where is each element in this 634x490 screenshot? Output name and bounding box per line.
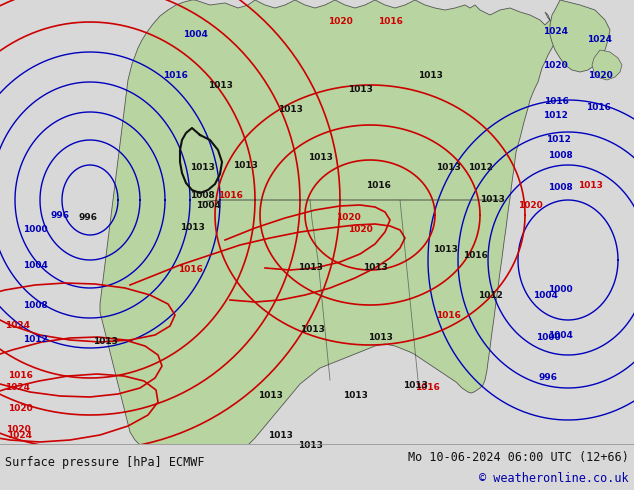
Text: 1020: 1020 — [328, 18, 353, 26]
Text: 1008: 1008 — [23, 300, 48, 310]
Text: 1016: 1016 — [378, 18, 403, 26]
Text: 1008: 1008 — [190, 191, 214, 200]
Text: 1004: 1004 — [548, 330, 573, 340]
Text: 1020: 1020 — [335, 213, 360, 222]
Text: Surface pressure [hPa] ECMWF: Surface pressure [hPa] ECMWF — [5, 456, 205, 469]
Text: 1016: 1016 — [463, 251, 488, 260]
Text: 1004: 1004 — [533, 291, 557, 299]
Text: 1013: 1013 — [93, 338, 117, 346]
Polygon shape — [592, 50, 622, 80]
Text: 1012: 1012 — [546, 136, 571, 145]
Text: 1012: 1012 — [543, 111, 567, 120]
Text: 1016: 1016 — [415, 383, 439, 392]
Text: 1013: 1013 — [297, 441, 323, 449]
Polygon shape — [100, 0, 558, 445]
Polygon shape — [550, 0, 610, 72]
Text: 1012: 1012 — [23, 336, 48, 344]
Text: 1024: 1024 — [588, 35, 612, 45]
Text: 1000: 1000 — [548, 286, 573, 294]
Text: 996: 996 — [538, 373, 557, 383]
Text: © weatheronline.co.uk: © weatheronline.co.uk — [479, 472, 629, 485]
Text: 996: 996 — [79, 214, 98, 222]
Text: 1000: 1000 — [23, 225, 48, 235]
Text: 1013: 1013 — [342, 391, 368, 399]
Text: 1024: 1024 — [8, 431, 32, 440]
Text: 1013: 1013 — [307, 153, 332, 163]
Text: 1013: 1013 — [403, 381, 427, 390]
Text: 1013: 1013 — [418, 71, 443, 79]
Text: 1013: 1013 — [257, 391, 282, 399]
Text: 1013: 1013 — [297, 264, 323, 272]
Text: 1016: 1016 — [586, 103, 611, 113]
Text: 1008: 1008 — [548, 150, 573, 160]
Text: 1013: 1013 — [347, 85, 372, 95]
Text: 1016: 1016 — [162, 71, 188, 79]
Text: 1012: 1012 — [467, 164, 493, 172]
Text: 1020: 1020 — [588, 71, 612, 79]
Text: 1016: 1016 — [8, 370, 32, 379]
Text: 1013: 1013 — [368, 334, 392, 343]
Text: 1013: 1013 — [268, 431, 292, 440]
Text: 1020: 1020 — [347, 225, 372, 235]
Text: Mo 10-06-2024 06:00 UTC (12+66): Mo 10-06-2024 06:00 UTC (12+66) — [408, 451, 629, 465]
Text: 1013: 1013 — [207, 80, 233, 90]
Text: 1024: 1024 — [543, 27, 569, 36]
Text: 1016: 1016 — [178, 265, 202, 274]
Text: 1016: 1016 — [366, 181, 391, 190]
Text: 1020: 1020 — [8, 403, 32, 413]
Text: 1020: 1020 — [543, 60, 567, 70]
Text: 1024: 1024 — [6, 383, 30, 392]
Text: 1013: 1013 — [179, 223, 204, 232]
Text: 1013: 1013 — [436, 164, 460, 172]
Text: 1012: 1012 — [477, 291, 502, 299]
Text: 1013: 1013 — [233, 161, 257, 170]
Text: 1013: 1013 — [299, 325, 325, 335]
Text: 1020: 1020 — [6, 425, 30, 434]
Text: 1013: 1013 — [432, 245, 458, 254]
Text: 1013: 1013 — [190, 164, 214, 172]
Text: 1008: 1008 — [548, 183, 573, 193]
Text: 1016: 1016 — [217, 191, 242, 199]
Text: 1013: 1013 — [479, 196, 505, 204]
Text: 1024: 1024 — [6, 321, 30, 330]
Text: 1016: 1016 — [436, 311, 460, 320]
Text: 996: 996 — [51, 211, 70, 220]
Text: 1016: 1016 — [543, 98, 569, 106]
Text: 1013: 1013 — [363, 264, 387, 272]
Text: 1004: 1004 — [23, 261, 48, 270]
Text: 1020: 1020 — [517, 200, 542, 210]
Text: 1000: 1000 — [536, 334, 560, 343]
Text: 1004: 1004 — [183, 30, 207, 40]
Text: 1004: 1004 — [195, 201, 221, 210]
Text: 1013: 1013 — [278, 105, 302, 115]
Text: 1013: 1013 — [578, 180, 602, 190]
